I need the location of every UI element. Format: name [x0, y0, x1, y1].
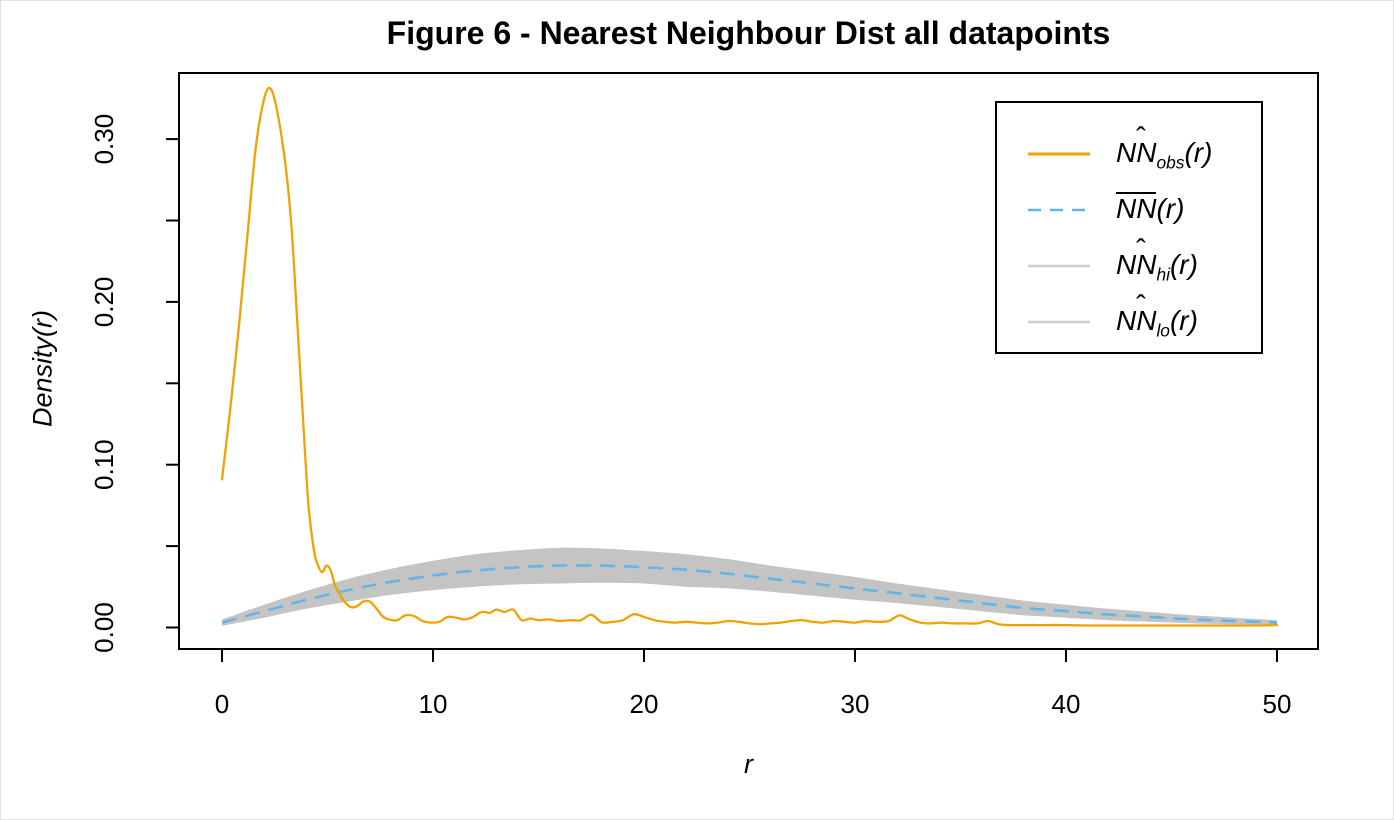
x-tick-label: 10	[419, 689, 448, 719]
y-tick-label: 0.30	[89, 114, 119, 165]
chart-title: Figure 6 - Nearest Neighbour Dist all da…	[386, 15, 1111, 51]
mean-line	[221, 564, 1278, 624]
legend-subscript: obs	[1156, 152, 1185, 173]
legend-item-lo: NN ˆ lo(r)	[1116, 289, 1198, 341]
legend-subscript: lo	[1156, 320, 1170, 341]
legend-arg: (r)	[1169, 305, 1198, 336]
y-axis-label: Density(r)	[27, 310, 58, 428]
hat-accent: ˆ	[1136, 233, 1146, 267]
legend-base-mean: NN	[1116, 192, 1157, 224]
legend-subscript: hi	[1156, 264, 1170, 285]
x-tick-label: 30	[841, 689, 870, 719]
x-tick-label: 40	[1052, 689, 1081, 719]
x-axis-label: r	[744, 749, 753, 779]
obs-line	[220, 86, 1279, 627]
y-tick-label: 0.20	[89, 277, 119, 328]
hat-accent: ˆ	[1136, 121, 1146, 155]
legend-box	[995, 101, 1263, 354]
legend-base-obs: NN ˆ	[1116, 121, 1157, 168]
x-tick-label: 20	[630, 689, 659, 719]
legend-item-mean: NN(r)	[1116, 189, 1184, 229]
legend-arg: (r)	[1169, 249, 1198, 280]
x-tick-label: 0	[215, 689, 229, 719]
legend-item-hi: NN ˆ hi(r)	[1116, 233, 1198, 285]
legend-base-hi: NN ˆ	[1116, 233, 1157, 280]
y-tick-label: 0.00	[89, 602, 119, 653]
y-tick-label: 0.10	[89, 439, 119, 490]
legend-arg: (r)	[1184, 137, 1213, 168]
legend-base-lo: NN ˆ	[1116, 289, 1157, 336]
legend-arg: (r)	[1156, 193, 1185, 224]
hat-accent: ˆ	[1136, 289, 1146, 323]
x-tick-label: 50	[1263, 689, 1292, 719]
plot-box	[178, 72, 1319, 650]
legend-item-obs: NN ˆ obs(r)	[1116, 121, 1213, 173]
